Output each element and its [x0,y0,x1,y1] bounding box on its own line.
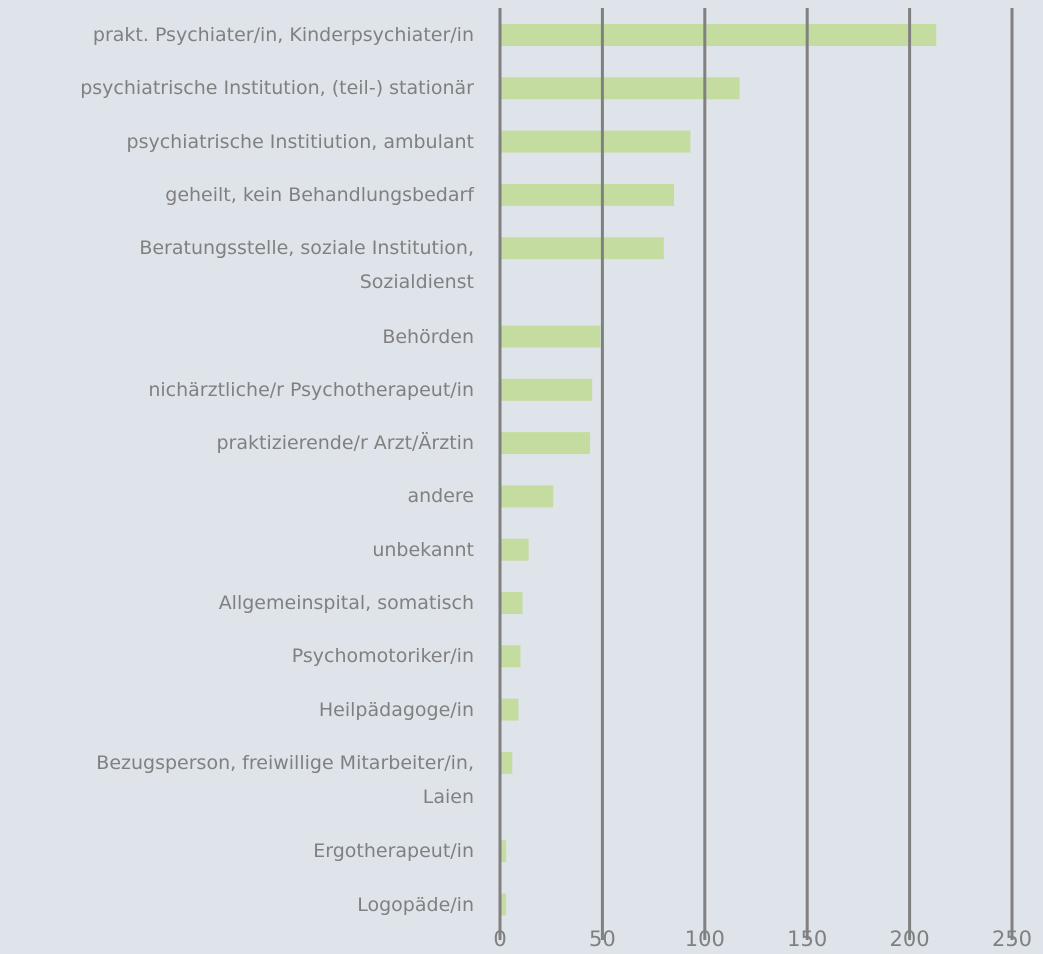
category-label: Ergotherapeut/in [313,840,474,863]
x-tick-label: 150 [787,927,827,951]
category-label: Heilpädagoge/in [318,698,474,721]
bar [500,130,691,153]
category-label: psychiatrische Institution, (teil-) stat… [80,77,474,100]
bar [500,485,554,508]
bar [500,24,937,46]
x-tick-label: 200 [890,927,930,951]
bar [500,698,519,721]
category-label: Beratungsstelle, soziale Institution, So… [139,237,474,294]
bar [500,893,507,916]
category-label: praktizierende/r Arzt/Ärztin [216,432,474,455]
bar [500,183,675,206]
category-label: nichärztliche/r Psychotherapeut/in [148,378,474,401]
category-label: Logopäde/in [357,893,474,916]
category-label: andere [407,485,474,508]
bar [500,751,513,774]
category-label: unbekannt [372,538,474,561]
bar [500,432,591,455]
bar [500,538,529,561]
category-label: Bezugsperson, freiwillige Mitarbeiter/in… [96,751,474,808]
x-tick-label: 50 [589,927,616,951]
bar [500,592,523,614]
bar [500,77,740,100]
x-tick-label: 250 [992,927,1032,951]
x-tick-label: 100 [685,927,725,951]
category-label: psychiatrische Institiution, ambulant [126,130,474,153]
bar [500,237,664,260]
bar [500,378,593,401]
bar [500,325,601,348]
bar [500,840,507,863]
category-label: prakt. Psychiater/in, Kinderpsychiater/i… [92,24,474,46]
category-label: Psychomotoriker/in [291,645,474,668]
category-label: Allgemeinspital, somatisch [218,592,474,614]
x-tick-label: 0 [493,927,506,951]
category-label: geheilt, kein Behandlungsbedarf [165,183,474,206]
bar [500,645,521,668]
category-label: Behörden [382,325,474,348]
